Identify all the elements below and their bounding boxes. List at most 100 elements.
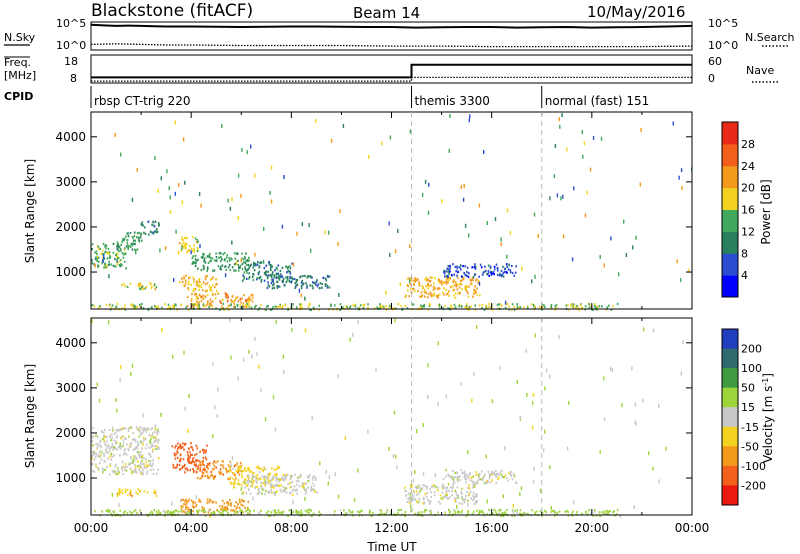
heatmap-cell — [188, 282, 190, 285]
heatmap-cell — [452, 480, 455, 483]
heatmap-cell — [234, 477, 237, 480]
heatmap-cell — [541, 308, 543, 311]
heatmap-cell — [210, 286, 213, 290]
heatmap-cell — [446, 486, 448, 489]
heatmap-cell — [210, 470, 212, 474]
heatmap-cell — [240, 301, 242, 304]
heatmap-cell — [582, 154, 584, 159]
heatmap-cell — [191, 303, 193, 306]
heatmap-cell — [195, 465, 197, 468]
heatmap-cell — [270, 490, 272, 493]
heatmap-cell — [415, 485, 417, 489]
heatmap-cell — [310, 485, 313, 488]
heatmap-cell — [416, 486, 419, 490]
heatmap-cell — [267, 473, 269, 476]
heatmap-cell — [572, 510, 574, 513]
heatmap-cell — [222, 464, 224, 467]
heatmap-cell — [204, 456, 207, 459]
heatmap-cell — [200, 286, 203, 289]
heatmap-cell — [545, 368, 548, 373]
heatmap-cell — [234, 478, 236, 482]
heatmap-cell — [258, 277, 261, 280]
heatmap-cell — [282, 354, 285, 359]
heatmap-cell — [157, 188, 159, 193]
heatmap-cell — [197, 267, 199, 270]
heatmap-cell — [210, 499, 212, 502]
heatmap-cell — [424, 509, 426, 512]
heatmap-cell — [158, 224, 160, 227]
heatmap-cell — [289, 265, 291, 268]
heatmap-cell — [124, 427, 127, 430]
heatmap-cell — [463, 271, 465, 275]
heatmap-cell — [676, 259, 678, 264]
heatmap-cell — [229, 476, 232, 479]
heatmap-cell — [559, 124, 561, 129]
heatmap-cell — [422, 484, 424, 487]
heatmap-cell — [188, 249, 191, 252]
heatmap-cell — [197, 240, 199, 244]
heatmap-cell — [229, 259, 231, 262]
heatmap-cell — [304, 274, 306, 277]
heatmap-cell — [108, 274, 110, 279]
heatmap-cell — [102, 437, 104, 441]
heatmap-cell — [130, 242, 133, 245]
heatmap-cell — [151, 223, 153, 226]
heatmap-cell — [287, 308, 289, 311]
heatmap-cell — [277, 285, 280, 288]
heatmap-cell — [330, 138, 333, 143]
heatmap-cell — [274, 509, 276, 512]
heatmap-cell — [409, 129, 412, 134]
heatmap-cell — [519, 306, 522, 309]
heatmap-cell — [428, 284, 431, 288]
heatmap-cell — [103, 468, 105, 471]
heatmap-cell — [502, 515, 505, 518]
heatmap-cell — [273, 286, 275, 289]
heatmap-cell — [154, 492, 157, 495]
velocity-heatmap-cells — [91, 318, 684, 519]
heatmap-cell — [460, 469, 462, 472]
heatmap-cell — [222, 466, 225, 469]
heatmap-cell — [222, 253, 224, 256]
heatmap-cell — [136, 167, 138, 172]
heatmap-cell — [232, 477, 234, 480]
heatmap-cell — [109, 254, 111, 258]
heatmap-cell — [275, 479, 278, 482]
heatmap-cell — [586, 513, 589, 516]
heatmap-cell — [444, 304, 447, 308]
heatmap-cell — [268, 263, 271, 266]
heatmap-cell — [311, 488, 314, 491]
heatmap-cell — [243, 275, 245, 279]
heatmap-cell — [286, 474, 289, 477]
heatmap-cell — [250, 294, 252, 297]
heatmap-cell — [117, 470, 120, 473]
heatmap-cell — [486, 513, 488, 516]
heatmap-cell — [348, 509, 350, 512]
heatmap-cell — [437, 296, 439, 299]
heatmap-cell — [193, 281, 195, 284]
heatmap-cell — [461, 472, 464, 475]
heatmap-cell — [206, 274, 208, 278]
heatmap-cell — [456, 267, 458, 270]
heatmap-cell — [277, 305, 280, 308]
heatmap-cell — [468, 118, 470, 123]
heatmap-cell — [195, 459, 197, 462]
heatmap-cell — [257, 308, 260, 311]
heatmap-cell — [181, 467, 183, 470]
heatmap-cell — [473, 290, 476, 293]
heatmap-cell — [253, 261, 255, 265]
heatmap-cell — [349, 305, 352, 308]
heatmap-cell — [93, 450, 95, 454]
heatmap-cell — [315, 283, 317, 286]
heatmap-cell — [409, 484, 412, 487]
heatmap-cell — [470, 280, 473, 283]
heatmap-cell — [313, 475, 315, 478]
heatmap-cell — [208, 476, 211, 479]
heatmap-cell — [121, 469, 124, 472]
heatmap-cell — [196, 248, 199, 251]
heatmap-cell — [120, 365, 122, 370]
heatmap-cell — [643, 327, 645, 332]
heatmap-cell — [91, 262, 94, 265]
heatmap-cell — [105, 264, 108, 267]
heatmap-cell — [458, 305, 460, 308]
heatmap-cell — [339, 209, 341, 214]
